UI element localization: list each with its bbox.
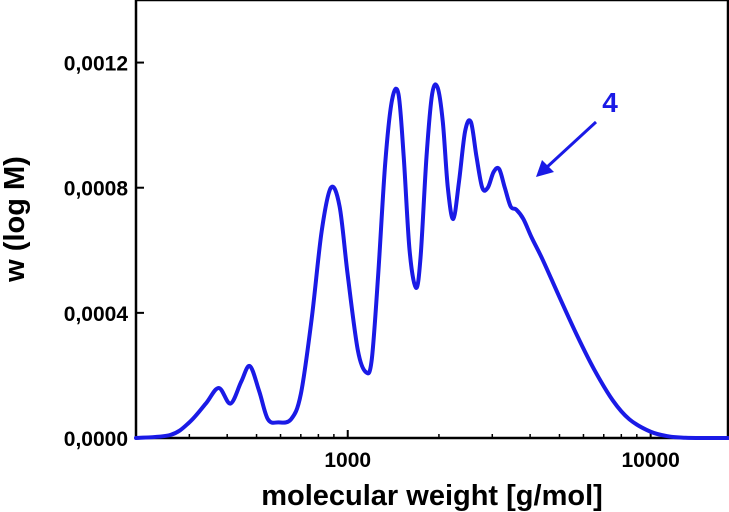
y-ticks: 0,0000 0,0004 0,0008 0,0012: [64, 53, 144, 451]
x-ticks: 1000 10000: [188, 430, 680, 472]
annotation-arrowhead: [536, 160, 554, 177]
annotation-arrow: [544, 120, 598, 170]
plot-frame: [134, 0, 729, 440]
x-tick-label: 10000: [621, 449, 679, 472]
y-axis-title: w (log M): [0, 156, 31, 283]
x-axis-title: molecular weight [g/mol]: [261, 480, 603, 512]
y-tick-label: 0,0000: [64, 428, 128, 451]
annotation: 4: [536, 87, 618, 177]
y-tick-label: 0,0004: [64, 303, 129, 326]
annotation-label: 4: [602, 87, 618, 118]
x-tick-label: 1000: [324, 449, 371, 472]
series-line-4: [134, 82, 729, 441]
y-tick-label: 0,0012: [64, 53, 128, 76]
y-tick-label: 0,0008: [64, 178, 129, 201]
